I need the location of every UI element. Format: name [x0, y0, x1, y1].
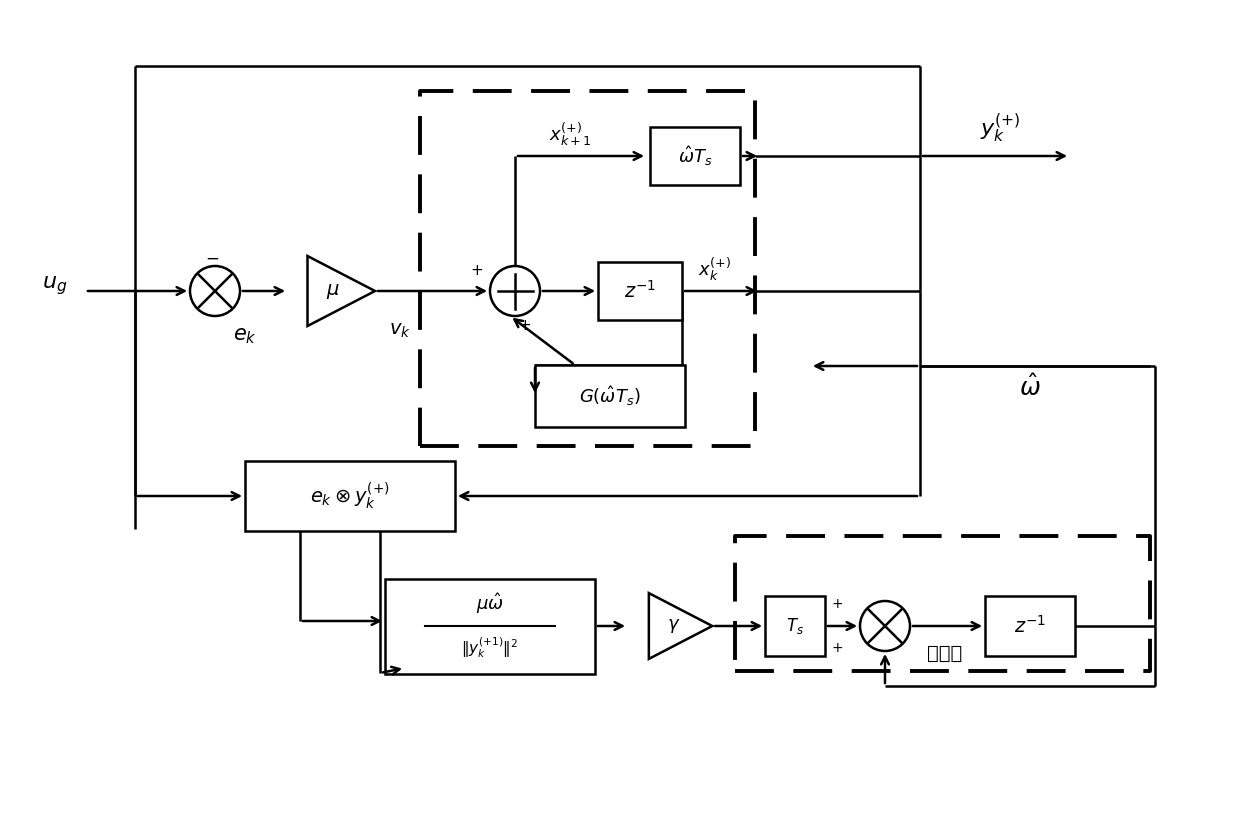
- Bar: [384, 579, 595, 673]
- Text: $-$: $-$: [205, 249, 219, 267]
- Text: $z^{-1}$: $z^{-1}$: [624, 280, 656, 302]
- Text: $\mu$: $\mu$: [326, 282, 340, 300]
- Text: $+$: $+$: [518, 319, 532, 333]
- Text: $u_g$: $u_g$: [42, 274, 68, 297]
- Text: $T_s$: $T_s$: [786, 616, 804, 636]
- Text: $G(\hat{\omega}T_s)$: $G(\hat{\omega}T_s)$: [579, 384, 641, 408]
- Polygon shape: [649, 593, 712, 659]
- Bar: [534, 365, 684, 427]
- Text: $\mu\hat{\omega}$: $\mu\hat{\omega}$: [476, 592, 503, 617]
- Circle shape: [490, 266, 539, 316]
- Text: $e_k$: $e_k$: [233, 326, 257, 346]
- Circle shape: [190, 266, 241, 316]
- Text: $+$: $+$: [470, 264, 484, 278]
- Text: $\|y_k^{(+1)}\|^2$: $\|y_k^{(+1)}\|^2$: [461, 635, 518, 660]
- Circle shape: [861, 601, 910, 651]
- Text: $\hat{\omega}T_s$: $\hat{\omega}T_s$: [678, 144, 712, 167]
- Bar: [765, 596, 825, 656]
- Bar: [650, 127, 740, 185]
- Bar: [246, 461, 455, 531]
- Text: 积分器: 积分器: [928, 644, 962, 663]
- Text: $\gamma$: $\gamma$: [667, 617, 681, 635]
- Text: $v_k$: $v_k$: [389, 322, 410, 340]
- Text: $\hat{\omega}$: $\hat{\omega}$: [1019, 374, 1040, 401]
- Bar: [985, 596, 1075, 656]
- Text: $x_{k+1}^{(+)}$: $x_{k+1}^{(+)}$: [548, 120, 591, 148]
- Text: $+$: $+$: [831, 597, 843, 611]
- Text: $z^{-1}$: $z^{-1}$: [1014, 615, 1047, 637]
- Text: $y_k^{(+)}$: $y_k^{(+)}$: [980, 112, 1021, 144]
- Text: $x_k^{(+)}$: $x_k^{(+)}$: [698, 255, 732, 282]
- Polygon shape: [308, 256, 374, 326]
- Text: $+$: $+$: [831, 641, 843, 655]
- Bar: [598, 262, 682, 320]
- Text: $e_k \otimes y_k^{(+)}$: $e_k \otimes y_k^{(+)}$: [310, 481, 389, 511]
